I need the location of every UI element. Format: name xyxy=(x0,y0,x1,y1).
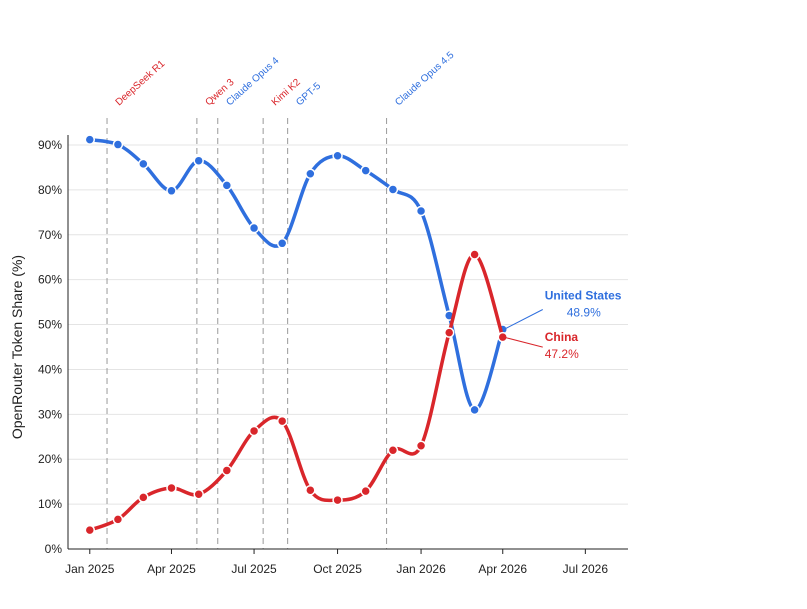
united-states-data-point xyxy=(469,404,480,416)
y-tick-label: 50% xyxy=(38,318,62,332)
united-states-end-name: United States xyxy=(545,288,622,302)
x-tick-label: Jan 2026 xyxy=(396,562,446,576)
gridlines xyxy=(68,144,628,505)
china-end-name: China xyxy=(545,330,579,344)
x-tick-label: Jan 2025 xyxy=(65,562,115,576)
united-states-data-point xyxy=(84,134,96,145)
y-tick-label: 60% xyxy=(38,273,62,287)
release-marker-label: Claude Opus 4.5 xyxy=(393,50,456,109)
axes: 0% 10% 20% 30% 40% 50% 60% 70% 80% 90% Jan 2025 Apr… xyxy=(38,135,628,576)
y-tick-label: 0% xyxy=(45,542,63,556)
y-tick-label: 80% xyxy=(38,183,62,197)
x-tick-label: Apr 2025 xyxy=(147,562,196,576)
china-data-point xyxy=(332,494,343,506)
x-tick-label: Apr 2026 xyxy=(478,562,527,576)
united-states-data-point xyxy=(415,205,427,217)
x-tick-label: Jul 2025 xyxy=(231,562,277,576)
china-leader-line xyxy=(505,337,543,348)
united-states-data-point xyxy=(276,238,288,249)
china-line xyxy=(88,252,505,532)
china-data-point xyxy=(360,485,371,497)
united-states-data-point xyxy=(112,139,124,150)
united-states-leader-line xyxy=(505,309,543,329)
china-data-point xyxy=(193,488,204,500)
united-states-data-point xyxy=(221,180,233,191)
united-states-end-value: 48.9% xyxy=(567,305,601,319)
china-data-point xyxy=(221,465,233,476)
china-data-point xyxy=(84,524,96,536)
x-tick-label: Oct 2025 xyxy=(313,562,362,576)
y-tick-label: 70% xyxy=(38,228,62,242)
china-data-point xyxy=(469,249,480,260)
release-marker-label: DeepSeek R1 xyxy=(114,58,168,108)
united-states-data-point xyxy=(387,184,399,195)
china-data-point xyxy=(443,327,455,338)
y-tick-label: 90% xyxy=(38,138,62,152)
china-end-value: 47.2% xyxy=(545,347,579,361)
united-states-data-point xyxy=(360,165,371,176)
end-labels: United States 48.9% China 47.2% xyxy=(505,288,622,361)
united-states-data-point xyxy=(138,158,149,170)
china-data-point xyxy=(415,440,427,452)
china-data-point xyxy=(138,492,149,503)
china-data-point xyxy=(497,331,508,343)
y-tick-label: 10% xyxy=(38,497,62,511)
china-data-point xyxy=(305,484,316,496)
y-tick-label: 20% xyxy=(38,452,62,466)
united-states-data-point xyxy=(166,185,177,197)
china-data-point xyxy=(276,415,288,427)
united-states-data-point xyxy=(193,155,204,166)
y-tick-label: 40% xyxy=(38,362,62,376)
series-lines xyxy=(84,134,508,536)
y-tick-label: 30% xyxy=(38,407,62,421)
china-data-point xyxy=(166,482,177,494)
x-tick-label: Jul 2026 xyxy=(563,562,609,576)
china-data-point xyxy=(387,444,399,456)
china-data-point xyxy=(112,514,124,525)
china-data-point xyxy=(248,425,260,437)
united-states-data-point xyxy=(305,168,316,179)
united-states-data-point xyxy=(248,222,260,234)
y-axis-title: OpenRouter Token Share (%) xyxy=(9,255,25,439)
united-states-data-point xyxy=(332,150,343,162)
